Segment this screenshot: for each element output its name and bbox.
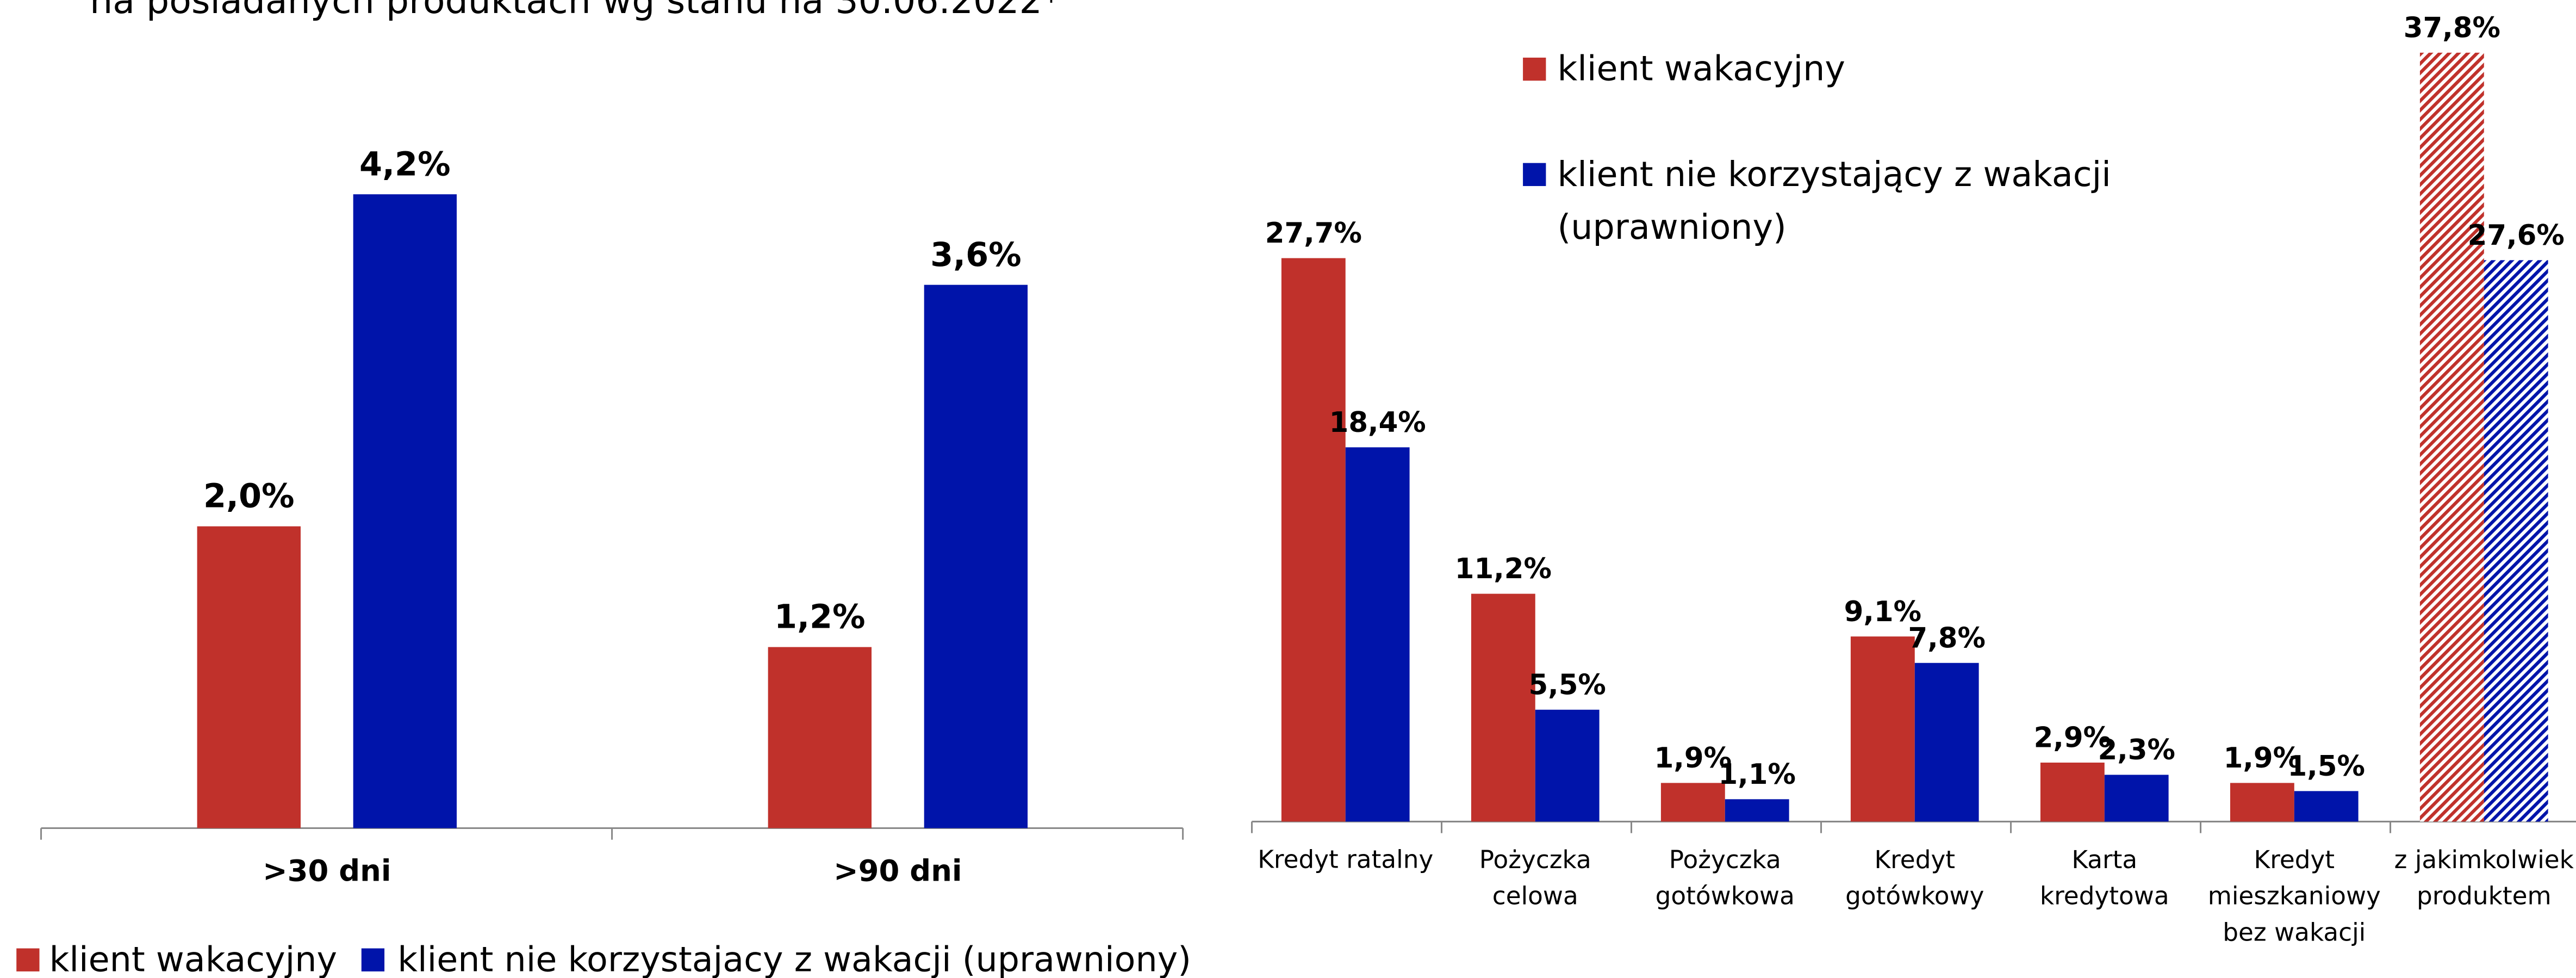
bar: [1850, 636, 1915, 822]
x-tick-label: Pożyczka celowa: [1479, 845, 1591, 911]
data-label: 2,3%: [2098, 734, 2175, 766]
data-label: 1,9%: [1654, 742, 1732, 775]
legend-label: klient wakacyjny: [49, 939, 337, 978]
bar: [2294, 791, 2359, 822]
bar: [1345, 447, 1410, 822]
data-label: 2,9%: [2034, 722, 2111, 754]
data-label: 1,1%: [1718, 758, 1795, 791]
x-tick-label: Kredyt mieszkaniowy bez wakacji: [2208, 845, 2381, 946]
x-tick-label: z jakimkolwiek produktem: [2394, 845, 2574, 911]
x-tick-label: >30 dni: [263, 853, 391, 888]
bar: [197, 526, 301, 828]
legend-swatch: [16, 948, 40, 971]
data-label: 11,2%: [1455, 553, 1552, 585]
data-label: 5,5%: [1528, 668, 1606, 701]
bar: [1914, 663, 1979, 822]
data-label: 18,4%: [1329, 406, 1426, 439]
data-label: 37,8%: [2404, 11, 2500, 44]
x-tick-label: Pożyczka gotówkowa: [1656, 845, 1795, 911]
data-label: 4,2%: [359, 145, 451, 183]
data-label: 1,9%: [2224, 742, 2301, 775]
data-label: 27,7%: [1265, 217, 1362, 250]
legend-label: klient nie korzystajacy z wakacji (upraw…: [397, 939, 1191, 978]
x-tick-label: Kredyt ratalny: [1258, 845, 1433, 874]
bar: [1281, 258, 1346, 822]
data-label: 9,1%: [1844, 596, 1921, 628]
legend-swatch: [1523, 57, 1546, 81]
data-label: 2,0%: [203, 478, 295, 516]
data-label: 1,2%: [774, 598, 866, 636]
bar: [924, 284, 1028, 828]
x-tick-label: >90 dni: [833, 853, 962, 888]
bar: [2104, 775, 2169, 822]
bar: [2484, 260, 2548, 822]
x-tick-label: Karta kredytowa: [2040, 845, 2169, 911]
bar: [353, 194, 457, 828]
bar: [1471, 593, 1535, 822]
data-label: 27,6%: [2468, 219, 2565, 252]
legend-swatch: [1523, 163, 1546, 187]
data-label: 3,6%: [930, 236, 1022, 274]
data-label: 7,8%: [1908, 622, 1985, 654]
bar: [2230, 783, 2294, 822]
legend-label: klient wakacyjny: [1558, 48, 1845, 89]
legend-label: klient nie korzystający z wakacji (uprawn…: [1558, 153, 2111, 246]
x-tick-label: Kredyt gotówkowy: [1845, 845, 1984, 911]
bar: [768, 647, 872, 828]
chart-title: na posiadanych produktach wg stanu na 30…: [90, 0, 1060, 22]
bar: [2419, 52, 2484, 822]
bar: [1535, 709, 1600, 822]
data-label: 1,5%: [2287, 750, 2365, 783]
bar: [1725, 799, 1789, 822]
bar: [2040, 762, 2105, 822]
legend-swatch: [361, 948, 385, 971]
bar: [1660, 783, 1725, 822]
